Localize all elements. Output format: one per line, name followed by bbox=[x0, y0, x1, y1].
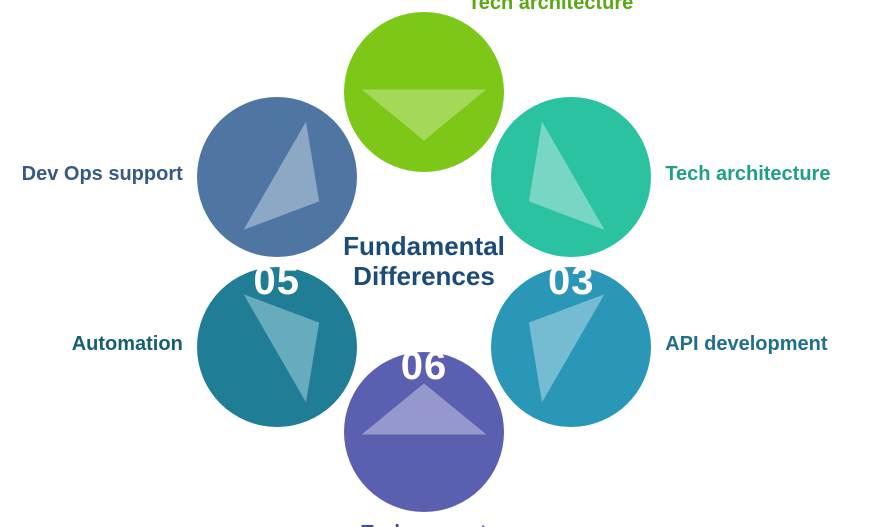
center-title: Fundamental Differences bbox=[343, 232, 505, 292]
center-title-line1: Fundamental bbox=[343, 232, 505, 262]
diagram-stage: Fundamental Differences 01 Tech architect… bbox=[0, 0, 884, 527]
node-label: Tech architecture bbox=[665, 163, 830, 186]
node-label: Tech support bbox=[361, 522, 486, 527]
node-number: 06 bbox=[254, 53, 301, 98]
node-label: Automation bbox=[72, 333, 183, 356]
node-number: 01 bbox=[401, 0, 448, 13]
center-title-line2: Differences bbox=[343, 262, 505, 292]
node-label: API development bbox=[665, 333, 827, 356]
node-number: 02 bbox=[548, 53, 595, 98]
ring-node: 02 bbox=[491, 97, 651, 257]
node-number: 03 bbox=[548, 259, 595, 304]
node-label: Tech architecture bbox=[468, 0, 633, 15]
node-number: 06 bbox=[401, 344, 448, 389]
ring-node: 05 bbox=[197, 267, 357, 427]
ring-node: 03 bbox=[491, 267, 651, 427]
ring-node: 06 bbox=[197, 97, 357, 257]
node-label: Dev Ops support bbox=[22, 163, 183, 186]
